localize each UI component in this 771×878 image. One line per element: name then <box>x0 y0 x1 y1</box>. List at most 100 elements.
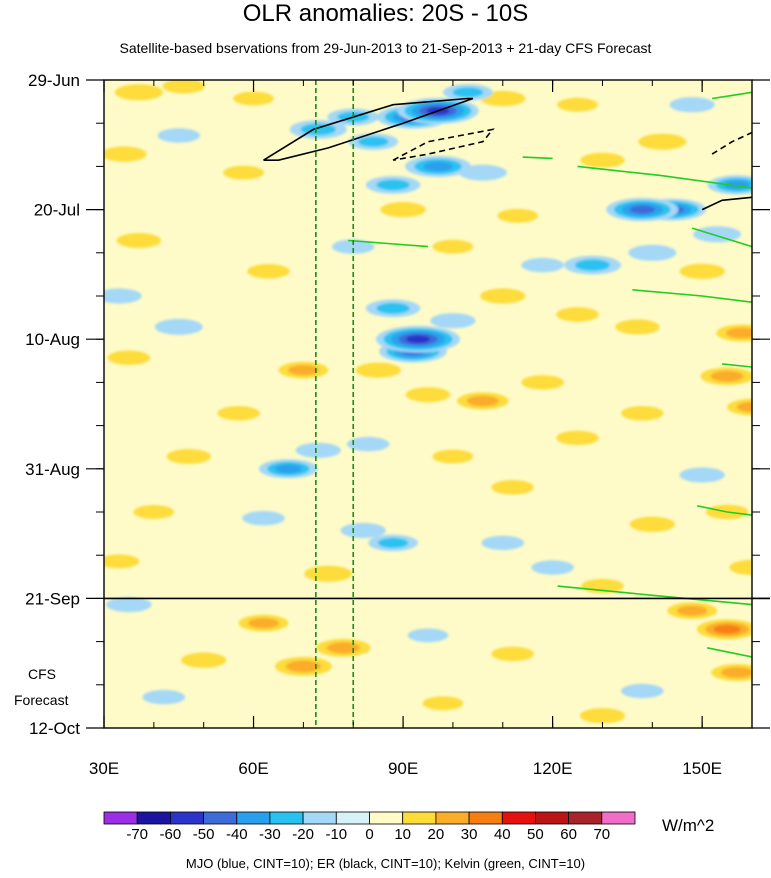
anomaly-cell-40-1 <box>679 263 725 279</box>
anomaly-cell-19-1 <box>621 406 664 421</box>
anomaly-cell-37-1 <box>669 97 715 113</box>
anomaly-cell-28-1 <box>142 689 186 705</box>
anomaly-cell-62-2 <box>288 365 319 376</box>
colorbar-box-13 <box>535 811 570 825</box>
anomaly-cell-79-3 <box>275 464 302 474</box>
colorbar-box-4 <box>236 811 271 825</box>
anomaly-cell-12-1 <box>247 264 290 279</box>
colorbar-label-70: 70 <box>593 826 610 843</box>
colorbar-box-9 <box>402 811 437 825</box>
plot-frame <box>103 79 753 729</box>
colorbar-box-6 <box>302 811 337 825</box>
y-tick-label-21-Sep: 21-Sep <box>25 589 80 608</box>
anomaly-cell-39-1 <box>380 202 426 218</box>
colorbar-box-15 <box>601 811 636 825</box>
colorbar-box-10 <box>435 811 470 825</box>
anomaly-cell-64-2 <box>377 537 409 549</box>
x-tick-label-90E: 90E <box>388 759 418 778</box>
anomaly-cell-44-1 <box>355 362 401 378</box>
colorbar-box-11 <box>468 811 503 825</box>
colorbar-label--60: -60 <box>160 826 182 843</box>
colorbar-box-1 <box>136 811 171 825</box>
anomaly-cell-71-2 <box>710 370 744 382</box>
anomaly-cell-29-1 <box>491 646 534 662</box>
anomaly-cell-63-2 <box>736 402 752 413</box>
anomaly-cell-68-2 <box>726 327 752 339</box>
x-tick-label-150E: 150E <box>682 759 722 778</box>
anomaly-cell-33-1 <box>615 319 660 335</box>
chart-subtitle: Satellite-based bservations from 29-Jun-… <box>119 40 652 56</box>
anomaly-cell-45-1 <box>295 442 341 458</box>
colorbar-box-5 <box>269 811 304 825</box>
y-tick-label-10-Aug: 10-Aug <box>25 330 80 349</box>
anomaly-cell-32-1 <box>116 233 162 248</box>
x-tick-label-120E: 120E <box>533 759 573 778</box>
anomaly-cell-47-1 <box>340 522 386 539</box>
anomaly-cell-1-1 <box>557 97 598 112</box>
anomaly-cell-76-2 <box>575 259 610 271</box>
colorbar-box-8 <box>369 811 404 825</box>
anomaly-cell-77-2 <box>285 660 321 673</box>
anomaly-shading <box>104 80 752 724</box>
anomaly-cell-60-2 <box>452 87 484 98</box>
anomaly-cell-81-3 <box>423 161 453 172</box>
anomaly-cell-26-1 <box>531 560 574 575</box>
er-contour-1 <box>392 128 495 161</box>
kelvin-contour-5 <box>522 156 553 160</box>
y-tick-label-12-Oct: 12-Oct <box>29 719 80 738</box>
kelvin-contour-9 <box>632 289 752 303</box>
anomaly-cell-2-1 <box>223 165 264 180</box>
anomaly-cell-11-1 <box>157 128 201 143</box>
anomaly-cell-8-1 <box>407 628 449 643</box>
anomaly-cell-0-1 <box>233 91 274 106</box>
anomaly-cell-65-2 <box>248 618 279 629</box>
reference-longitudes <box>315 80 355 728</box>
anomaly-cell-87-5 <box>406 335 430 344</box>
anomaly-cell-14-1 <box>521 257 564 273</box>
anomaly-cell-16-1 <box>107 350 151 365</box>
colorbar-label--40: -40 <box>226 826 248 843</box>
anomaly-cell-13-1 <box>331 239 375 254</box>
anomaly-cell-38-1 <box>104 146 147 162</box>
anomaly-cell-66-2 <box>676 605 708 616</box>
colorbar-label-50: 50 <box>527 826 544 843</box>
anomaly-cell-4-1 <box>432 239 474 254</box>
anomaly-cell-21-1 <box>556 430 599 446</box>
anomaly-cell-17-1 <box>521 375 564 390</box>
colorbar: -70 -60 -50 -40 -30 -20 -10 0 10 20 30 40 50 60 70 <box>103 811 636 843</box>
colorbar-units: W/m^2 <box>662 816 715 835</box>
anomaly-cell-34-1 <box>405 387 451 403</box>
anomaly-cell-41-1 <box>104 288 142 304</box>
colorbar-box-3 <box>203 811 238 825</box>
anomaly-cell-58-1 <box>154 318 203 335</box>
kelvin-contour-11 <box>697 505 752 516</box>
kelvin-contour-4 <box>711 91 752 100</box>
anomaly-cell-51-1 <box>181 652 227 668</box>
anomaly-cell-22-1 <box>491 480 534 495</box>
colorbar-label-60: 60 <box>560 826 577 843</box>
y-tick-label-29-Jun: 29-Jun <box>28 71 80 90</box>
anomaly-cell-53-1 <box>114 84 163 101</box>
colorbar-label--50: -50 <box>193 826 215 843</box>
anomaly-cell-5-1 <box>432 449 474 464</box>
x-tick-label-60E: 60E <box>238 759 268 778</box>
colorbar-box-2 <box>169 811 204 825</box>
anomaly-cell-23-1 <box>242 511 285 526</box>
er-contour-3 <box>701 196 752 211</box>
colorbar-label-0: 0 <box>365 826 373 843</box>
colorbar-label-30: 30 <box>461 826 478 843</box>
anomaly-cell-7-1 <box>104 554 140 569</box>
anomaly-cell-85-4 <box>629 205 655 214</box>
colorbar-box-7 <box>335 811 370 825</box>
forecast-label-forecast: Forecast <box>14 692 69 708</box>
anomaly-cell-55-1 <box>638 133 687 150</box>
colorbar-label--10: -10 <box>325 826 347 843</box>
colorbar-box-14 <box>568 811 603 825</box>
kelvin-contour-12 <box>557 585 752 606</box>
anomaly-cell-6-1 <box>133 505 175 519</box>
colorbar-label--30: -30 <box>259 826 281 843</box>
anomaly-cell-56-1 <box>693 226 742 243</box>
anomaly-cell-3-1 <box>497 208 539 223</box>
